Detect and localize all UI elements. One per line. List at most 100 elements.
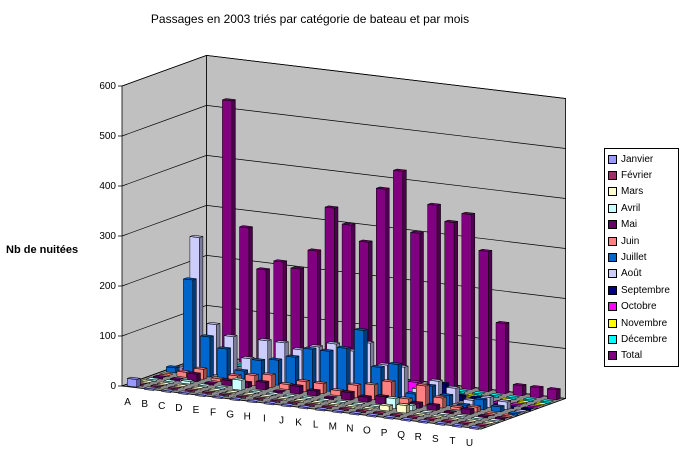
bar: [229, 396, 243, 402]
x-tick-label: C: [158, 401, 165, 412]
x-tick-label: T: [449, 436, 455, 447]
bar-top: [309, 344, 323, 348]
bar: [170, 377, 184, 382]
gridline: [121, 55, 566, 99]
legend-item: Juin: [608, 233, 675, 249]
bar-side: [425, 384, 430, 407]
legend-label: Décembre: [621, 333, 668, 345]
bar-side: [209, 335, 214, 378]
bar-front: [253, 397, 264, 401]
bar-front: [413, 413, 424, 417]
bar-front: [242, 393, 253, 397]
bar-front: [263, 402, 274, 406]
bar-top: [456, 402, 471, 406]
bar-front: [501, 414, 512, 419]
legend-item: Octobre: [608, 299, 675, 315]
bar: [236, 394, 250, 399]
bar-top: [547, 387, 561, 391]
bar-top: [382, 379, 396, 383]
bar-side: [231, 99, 236, 362]
bar-top: [256, 267, 270, 271]
legend-swatch: [608, 203, 617, 213]
bar-top: [262, 372, 276, 376]
bar-front: [146, 378, 157, 382]
x-tick-label: P: [381, 428, 388, 439]
bar-top: [461, 406, 475, 410]
bar: [324, 395, 338, 400]
bar-top: [320, 348, 334, 352]
bar-top: [364, 382, 379, 386]
bar-front: [437, 413, 448, 417]
bar: [144, 386, 158, 391]
bar-top: [222, 98, 236, 102]
bar-top: [354, 327, 368, 331]
bar: [447, 416, 462, 422]
bar-front: [341, 391, 352, 401]
legend-swatch: [608, 236, 617, 246]
bar: [396, 402, 411, 414]
bar-front: [338, 407, 349, 412]
bar-side: [449, 394, 454, 407]
bar: [255, 379, 270, 391]
bar: [441, 418, 455, 424]
bar: [324, 205, 339, 374]
bar: [300, 395, 314, 401]
bar-top: [296, 379, 310, 382]
bar-side: [248, 226, 253, 364]
bar-top: [461, 211, 475, 215]
bar-front: [529, 386, 540, 399]
bar: [200, 334, 214, 378]
bar-top: [439, 393, 453, 397]
bar-front: [443, 411, 454, 415]
bar-top: [307, 248, 321, 252]
bar: [443, 409, 458, 415]
bar-top: [303, 346, 317, 350]
x-tick-label: J: [279, 415, 284, 426]
bar-front: [280, 404, 291, 408]
bar-front: [311, 401, 321, 405]
bar-front: [144, 387, 155, 391]
bar-front: [464, 419, 475, 424]
legend-label: Juillet: [621, 252, 647, 264]
bar-top: [217, 346, 231, 350]
bar-front: [434, 422, 445, 426]
bar: [478, 248, 493, 393]
bar-front: [255, 381, 266, 391]
bar-top: [410, 230, 424, 234]
legend-item: Février: [608, 167, 675, 183]
bar: [482, 420, 496, 426]
bar: [341, 390, 355, 401]
bar-top: [279, 381, 293, 385]
bar: [140, 379, 154, 385]
bar-front: [349, 412, 360, 416]
bar-top: [467, 404, 481, 408]
legend-label: Octobre: [621, 301, 657, 313]
bar: [390, 412, 404, 418]
bar-front: [472, 392, 483, 396]
bar-front: [178, 391, 189, 395]
bar: [372, 410, 387, 416]
legend-swatch: [608, 171, 617, 181]
bar-front: [512, 384, 523, 397]
bar: [266, 391, 280, 397]
bar-top: [474, 397, 488, 401]
bar-top: [200, 334, 214, 338]
bar-top: [478, 248, 492, 252]
bar-top: [371, 364, 385, 368]
legend-swatch: [608, 187, 617, 197]
bar: [366, 413, 380, 418]
legend-item: Mars: [608, 184, 675, 200]
bar-front: [444, 221, 455, 388]
bar-side: [522, 384, 527, 397]
legend-label: Mars: [621, 186, 644, 198]
bar-front: [337, 347, 347, 394]
bar-front: [259, 395, 270, 399]
y-tick-label: 500: [99, 131, 116, 142]
legend-label: Novembre: [621, 317, 668, 329]
bar-front: [514, 410, 525, 414]
bar-front: [478, 250, 489, 392]
legend-label: Août: [621, 268, 642, 280]
bar-front: [321, 405, 332, 410]
bar-top: [347, 382, 361, 386]
